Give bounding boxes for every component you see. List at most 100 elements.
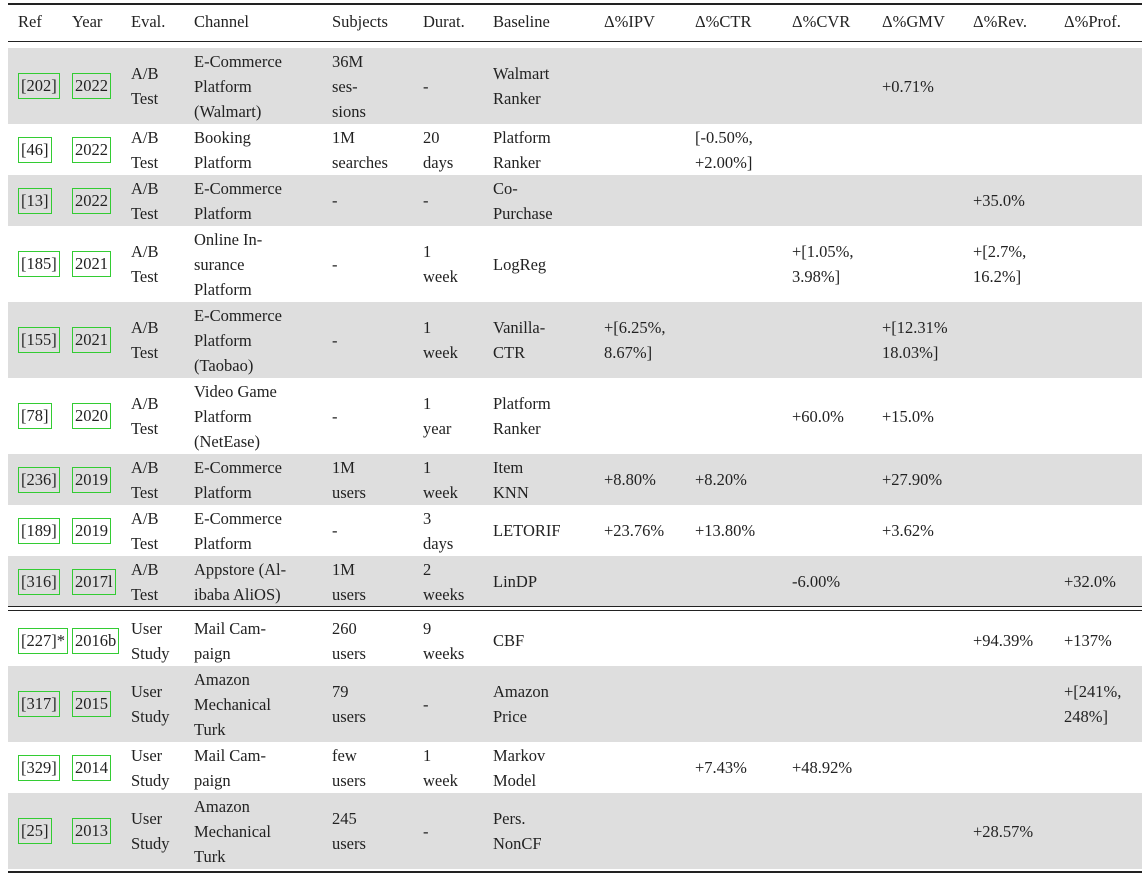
table-cell: 3 days <box>423 505 453 556</box>
reference-link[interactable]: [316] <box>18 568 60 595</box>
year-link[interactable]: 2022 <box>72 73 111 99</box>
table-cell: Mail Cam-paign <box>194 615 266 666</box>
reference-link[interactable]: [13] <box>18 187 52 214</box>
reference-link[interactable]: [189] <box>18 517 60 544</box>
table-cell: A/B Test <box>131 175 159 226</box>
cell-text: (NetEase) <box>194 431 260 451</box>
cell-text: A/B <box>131 318 159 337</box>
cell-text: E-Commerce <box>194 508 282 528</box>
cell-text: Platform <box>194 152 252 172</box>
year-link[interactable]: 2021 <box>72 327 111 353</box>
header-cell: Baseline <box>493 12 550 31</box>
table-cell: User Study <box>131 666 170 742</box>
table-cell: 2022 <box>72 48 111 124</box>
cell-text: 2 <box>423 559 432 579</box>
table-cell: E-Commerce Platform <box>194 175 282 226</box>
year-link[interactable]: 2015 <box>72 691 111 717</box>
cell-text: 8.67%] <box>604 343 653 362</box>
cell-text: Test <box>131 89 159 108</box>
table-cell: E-Commerce Platform (Walmart) <box>194 48 282 124</box>
table-cell: [236] <box>18 454 60 505</box>
reference-link[interactable]: [155] <box>18 327 60 353</box>
header-cell: Channel <box>194 12 249 31</box>
table-cell: 1 year <box>423 378 451 454</box>
table-cell: 2022 <box>72 124 111 175</box>
reference-link[interactable]: [25] <box>18 818 52 844</box>
table-rule <box>8 41 1142 42</box>
table-cell: [317] <box>18 666 60 742</box>
cell-text: Platform <box>493 127 551 147</box>
cell-text: E-Commerce <box>194 51 282 71</box>
year-link[interactable]: 2019 <box>72 517 111 544</box>
cell-text: NonCF <box>493 834 542 853</box>
table-cell: CBF <box>493 615 524 666</box>
cell-text: +0.71% <box>882 76 934 96</box>
reference-link[interactable]: [185] <box>18 251 60 277</box>
cell-text: 1 <box>423 745 432 765</box>
table-cell: - <box>423 48 429 124</box>
reference-link[interactable]: [202] <box>18 73 60 99</box>
cell-text: User <box>131 745 163 765</box>
cell-text: Amazon <box>493 682 549 701</box>
table-cell: Pers. NonCF <box>493 793 542 869</box>
cell-text: paign <box>194 770 231 790</box>
table-rule <box>8 610 1142 611</box>
header-cell: Δ%Rev. <box>973 12 1027 31</box>
table-cell: +13.80% <box>695 505 755 556</box>
table-cell: +35.0% <box>973 175 1025 226</box>
cell-text: ses- <box>332 76 358 96</box>
cell-text: Vanilla- <box>493 318 546 337</box>
year-link[interactable]: 2022 <box>72 136 111 163</box>
table-cell: A/B Test <box>131 505 159 556</box>
reference-link[interactable]: [317] <box>18 691 60 717</box>
table-row: [25] 2013 User Study Amazon Mechanical Turk 245… <box>8 793 1142 869</box>
cell-text: Test <box>131 533 159 553</box>
cell-text: Platform <box>194 76 252 96</box>
table-cell: [78] <box>18 378 52 454</box>
cell-text: -6.00% <box>792 572 841 591</box>
year-link[interactable]: 2017l <box>72 568 116 595</box>
table-cell: LETORIF <box>493 505 561 556</box>
table-cell: +[12.31% 18.03%] <box>882 302 948 378</box>
cell-text: users <box>332 834 366 853</box>
year-link[interactable]: 2016b <box>72 627 120 654</box>
cell-text: A/B <box>131 394 159 413</box>
table-cell: Co- Purchase <box>493 175 553 226</box>
cell-text: +[241%, <box>1064 682 1122 701</box>
year-link[interactable]: 2022 <box>72 187 111 214</box>
year-link[interactable]: 2021 <box>72 251 111 277</box>
year-link[interactable]: 2019 <box>72 466 111 493</box>
cell-text: +28.57% <box>973 821 1034 841</box>
reference-link[interactable]: [329] <box>18 754 60 781</box>
cell-text: Study <box>131 707 170 726</box>
cell-text: users <box>332 643 366 663</box>
cell-text: 260 <box>332 618 357 638</box>
table-cell: 36M ses-sions <box>332 48 366 124</box>
cell-text: 1M <box>332 457 355 477</box>
table-cell: 2021 <box>72 226 111 302</box>
table-cell: Video Game Platform (NetEase) <box>194 378 277 454</box>
cell-text: - <box>332 521 338 540</box>
table-cell: +8.80% <box>604 454 656 505</box>
reference-link[interactable]: [236] <box>18 466 60 493</box>
year-link[interactable]: 2014 <box>72 754 111 781</box>
table-cell: +7.43% <box>695 742 747 793</box>
table-cell: 1 week <box>423 302 458 378</box>
reference-link[interactable]: [78] <box>18 403 52 429</box>
cell-text: ibaba AliOS) <box>194 584 281 604</box>
table-cell: User Study <box>131 793 170 869</box>
reference-link[interactable]: [46] <box>18 136 52 163</box>
cell-text: - <box>332 254 338 274</box>
cell-text: 248%] <box>1064 707 1108 726</box>
cell-text: +32.0% <box>1064 572 1116 591</box>
year-link[interactable]: 2013 <box>72 818 111 844</box>
cell-text: Platform <box>194 482 252 502</box>
cell-text: A/B <box>131 64 159 83</box>
cell-text: +3.62% <box>882 521 934 540</box>
reference-link[interactable]: [227]* <box>18 627 68 654</box>
table-cell: - <box>332 226 338 302</box>
cell-text: Amazon <box>194 796 250 816</box>
table-cell: - <box>423 666 429 742</box>
cell-text: Markov <box>493 745 546 765</box>
year-link[interactable]: 2020 <box>72 403 111 429</box>
